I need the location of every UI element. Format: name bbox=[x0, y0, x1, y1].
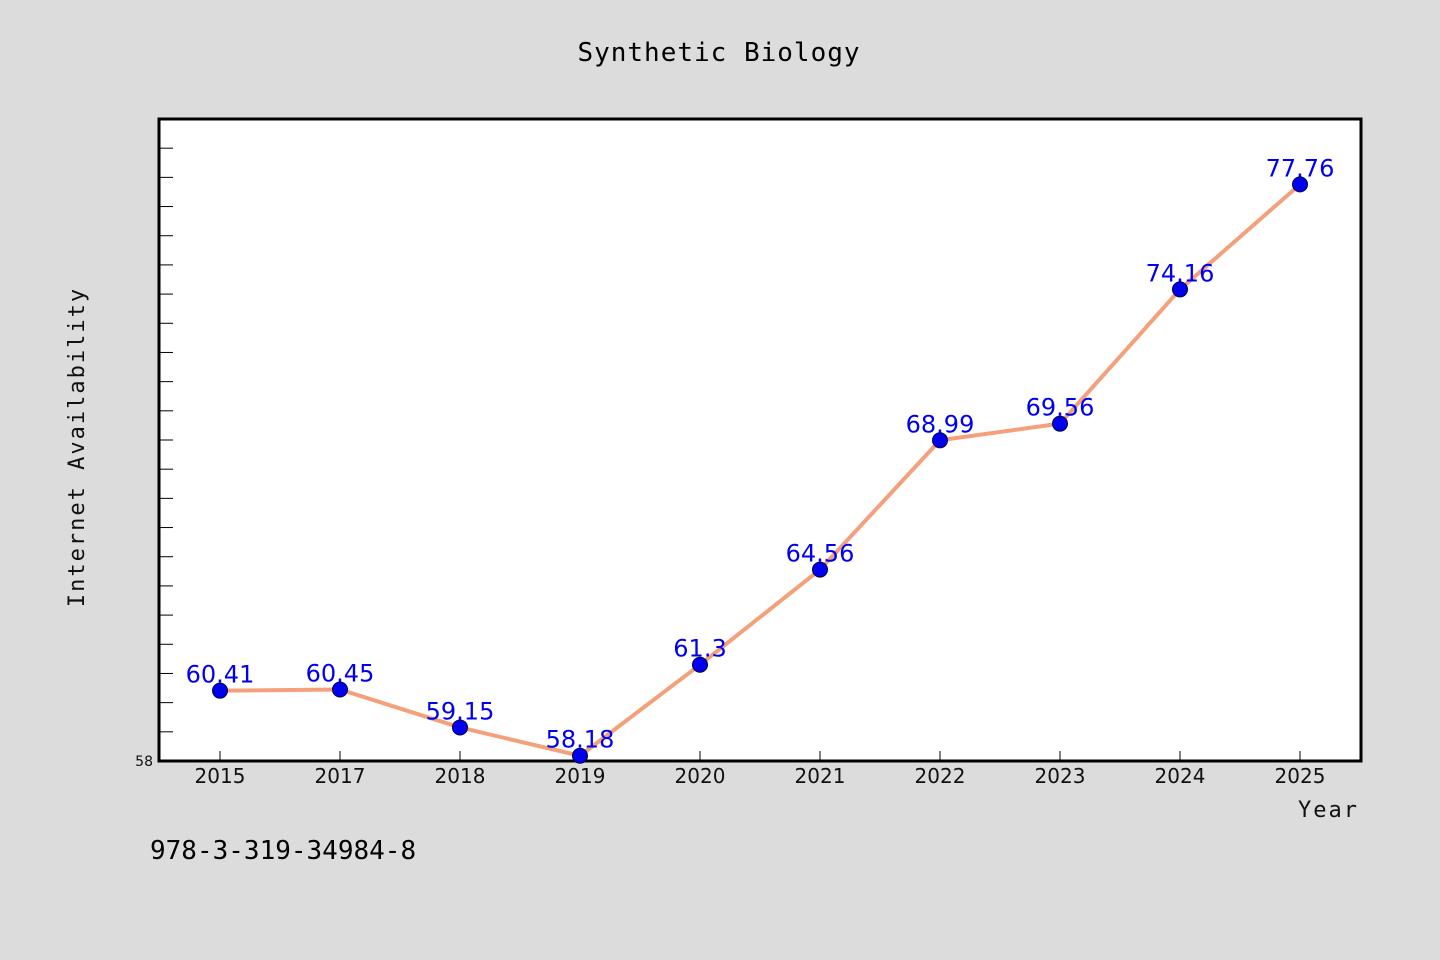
x-tick-label: 2018 bbox=[435, 764, 486, 788]
data-label: 61.3 bbox=[673, 635, 726, 663]
data-label: 58.18 bbox=[546, 726, 615, 754]
y-tick-label: 58 bbox=[135, 754, 153, 770]
data-point bbox=[332, 681, 348, 698]
data-label: 59.15 bbox=[426, 697, 495, 725]
x-tick-label: 2021 bbox=[795, 764, 846, 788]
data-point bbox=[932, 432, 948, 449]
x-tick-label: 2023 bbox=[1035, 764, 1086, 788]
x-tick-label: 2022 bbox=[915, 764, 966, 788]
x-axis-label: Year bbox=[1298, 798, 1359, 823]
x-tick-label: 2024 bbox=[1155, 764, 1206, 788]
data-label: 69.56 bbox=[1026, 394, 1095, 422]
data-point bbox=[212, 682, 228, 699]
data-label: 77.76 bbox=[1266, 154, 1335, 182]
x-axis-ticks: 2015 2017 2018 2019 2020 2021 2022 2023 2024 2025 bbox=[195, 751, 1326, 788]
data-point bbox=[1052, 415, 1068, 432]
data-label: 74.16 bbox=[1146, 259, 1215, 287]
data-point bbox=[1172, 281, 1188, 298]
chart-title: Synthetic Biology bbox=[577, 38, 860, 68]
x-tick-label: 2015 bbox=[195, 764, 246, 788]
data-label: 60.45 bbox=[306, 660, 375, 688]
series-line bbox=[219, 182, 1302, 758]
data-point bbox=[812, 561, 828, 578]
data-label: 60.41 bbox=[186, 661, 255, 689]
data-point bbox=[452, 719, 468, 736]
data-point bbox=[572, 747, 588, 764]
series-layer bbox=[212, 176, 1308, 764]
x-tick-label: 2017 bbox=[315, 764, 366, 788]
x-tick-label: 2019 bbox=[555, 764, 606, 788]
isbn-text: 978-3-319-34984-8 bbox=[150, 836, 417, 866]
data-point bbox=[692, 656, 708, 673]
x-tick-label: 2020 bbox=[675, 764, 726, 788]
plot-area bbox=[157, 117, 1363, 763]
y-axis-ticks: 58 bbox=[135, 118, 173, 770]
y-axis-label: Internet Availability bbox=[65, 287, 90, 607]
x-tick-label: 2025 bbox=[1275, 764, 1326, 788]
data-label: 64.56 bbox=[786, 540, 855, 568]
data-point bbox=[1292, 176, 1308, 193]
data-label: 68.99 bbox=[906, 410, 975, 438]
data-label-layer: 60.41 60.45 59.15 58.18 61.3 64.56 68.99 69.56 7… bbox=[186, 154, 1335, 753]
